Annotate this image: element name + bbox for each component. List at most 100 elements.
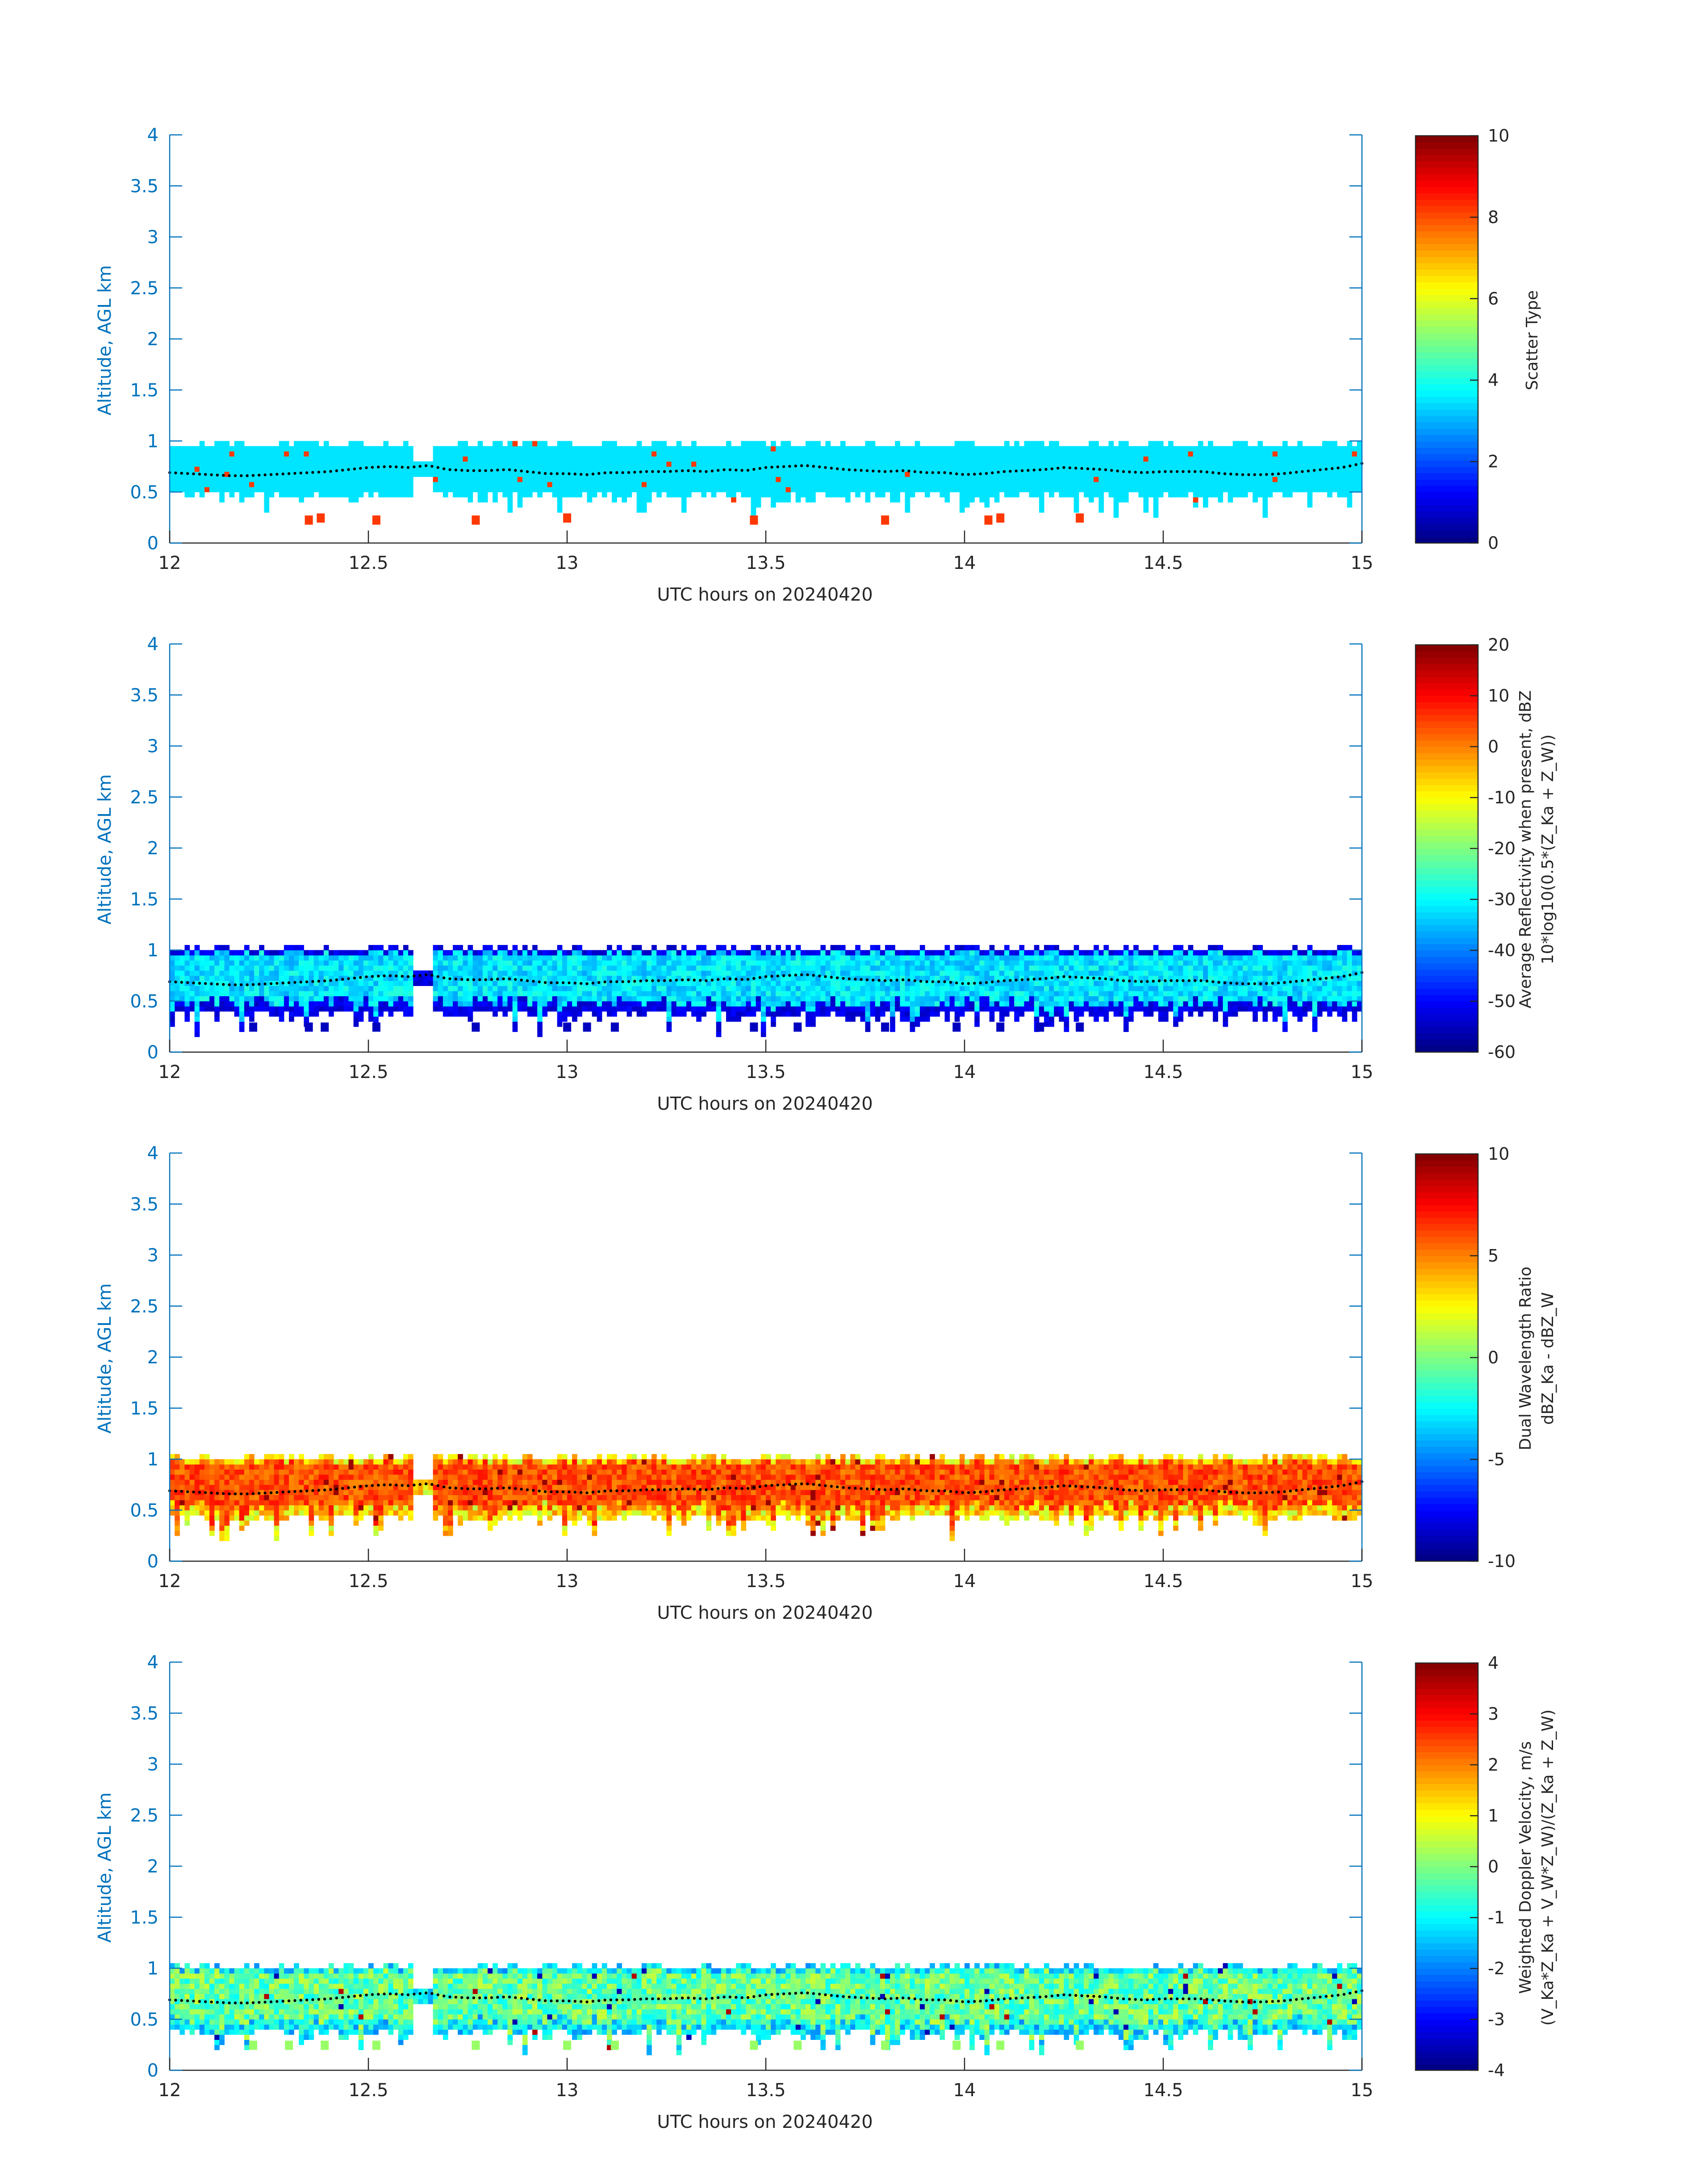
heatmap-cell — [766, 466, 771, 472]
cloud-top-point — [186, 472, 189, 475]
heatmap-cell — [935, 466, 940, 472]
cloud-top-point — [717, 469, 720, 472]
heatmap-cell — [502, 965, 508, 971]
heatmap-cell — [244, 1001, 250, 1007]
heatmap-cell — [810, 975, 816, 981]
heatmap-cell — [760, 955, 766, 961]
heatmap-cell — [676, 950, 682, 956]
heatmap-cell — [810, 970, 816, 976]
heatmap-cell — [229, 456, 235, 462]
heatmap-cell — [1148, 451, 1154, 457]
heatmap-cell — [393, 446, 399, 451]
heatmap-cell — [751, 970, 756, 976]
heatmap-cell — [577, 1011, 582, 1017]
heatmap-cell — [582, 476, 588, 482]
heatmap-cell — [776, 996, 781, 1002]
heatmap-cell — [806, 1016, 811, 1022]
heatmap-cell — [229, 1001, 235, 1007]
heatmap-cell — [751, 481, 756, 487]
heatmap-cell — [368, 451, 374, 457]
heatmap-cell — [1158, 466, 1164, 472]
cloud-top-point — [388, 465, 392, 468]
heatmap-cell — [388, 990, 394, 996]
heatmap-cell — [612, 492, 617, 497]
heatmap-cell — [244, 945, 250, 951]
heatmap-cell — [880, 1001, 885, 1007]
heatmap-cell — [468, 981, 473, 986]
heatmap-cell — [209, 446, 215, 451]
heatmap-cell — [418, 970, 423, 976]
heatmap-cell — [636, 461, 642, 467]
heatmap-cell — [522, 466, 528, 472]
cloud-top-point — [1057, 467, 1060, 470]
heatmap-cell — [835, 986, 841, 991]
heatmap-cell — [398, 451, 404, 457]
heatmap-cell — [1014, 472, 1019, 477]
heatmap-cell — [919, 1006, 925, 1012]
heatmap-cell — [785, 1001, 791, 1007]
heatmap-cell — [482, 472, 488, 477]
heatmap-cell — [388, 981, 394, 986]
heatmap-cell — [527, 487, 533, 493]
heatmap-cell — [438, 466, 443, 472]
heatmap-cell — [959, 481, 965, 487]
heatmap-cell — [1193, 461, 1199, 467]
heatmap-cell — [1208, 441, 1213, 447]
heatmap-cell — [532, 970, 538, 976]
heatmap-cell — [741, 466, 747, 472]
heatmap-cell — [562, 990, 568, 996]
heatmap-cell — [453, 476, 458, 482]
cloud-top-point — [276, 472, 279, 476]
heatmap-cell — [647, 451, 652, 457]
heatmap-cell — [507, 451, 513, 457]
heatmap-cell — [552, 986, 558, 991]
heatmap-cell — [840, 986, 846, 991]
heatmap-cell — [741, 965, 747, 971]
heatmap-cell — [965, 446, 970, 451]
heatmap-cell — [1178, 461, 1184, 467]
heatmap-cell — [1257, 492, 1263, 497]
heatmap-cell — [795, 945, 801, 951]
heatmap-cell — [542, 1006, 548, 1012]
heatmap-cell — [418, 472, 423, 477]
heatmap-cell — [601, 466, 607, 472]
heatmap-cell — [974, 456, 980, 462]
cloud-top-point — [675, 469, 678, 473]
heatmap-cell — [348, 981, 354, 986]
heatmap-cell — [527, 1001, 533, 1007]
heatmap-cell — [304, 981, 309, 986]
heatmap-cell — [448, 955, 453, 961]
heatmap-cell — [170, 1001, 175, 1007]
heatmap-cell — [313, 1011, 319, 1017]
heatmap-cell — [244, 986, 250, 991]
heatmap-cell — [885, 996, 890, 1002]
heatmap-cell — [800, 970, 806, 976]
heatmap-cell — [711, 472, 717, 477]
heatmap-cell — [686, 965, 692, 971]
heatmap-cell — [701, 955, 707, 961]
heatmap-cell — [507, 502, 513, 508]
heatmap-cell — [676, 476, 682, 482]
heatmap-cell — [890, 476, 895, 482]
heatmap-cell — [1029, 476, 1035, 482]
heatmap-cell — [860, 1001, 866, 1007]
heatmap-cell — [626, 1006, 632, 1012]
cloud-top-point — [234, 474, 237, 477]
heatmap-cell — [771, 965, 776, 971]
cloud-top-point — [448, 468, 451, 471]
heatmap-cell — [935, 451, 940, 457]
heatmap-cell — [214, 1006, 220, 1012]
heatmap-cell — [294, 970, 299, 976]
heatmap-cell — [969, 975, 975, 981]
heatmap-cell — [239, 960, 245, 966]
heatmap-cell — [666, 990, 672, 996]
heatmap-cell — [1089, 461, 1094, 467]
heatmap-cell — [493, 466, 498, 472]
heatmap-cell — [731, 472, 736, 477]
heatmap-cell — [661, 451, 667, 457]
heatmap-cell — [656, 1006, 662, 1012]
heatmap-cell — [656, 472, 662, 477]
heatmap-cell — [234, 487, 240, 493]
heatmap-cell — [299, 1001, 304, 1007]
heatmap-cell — [289, 487, 294, 493]
